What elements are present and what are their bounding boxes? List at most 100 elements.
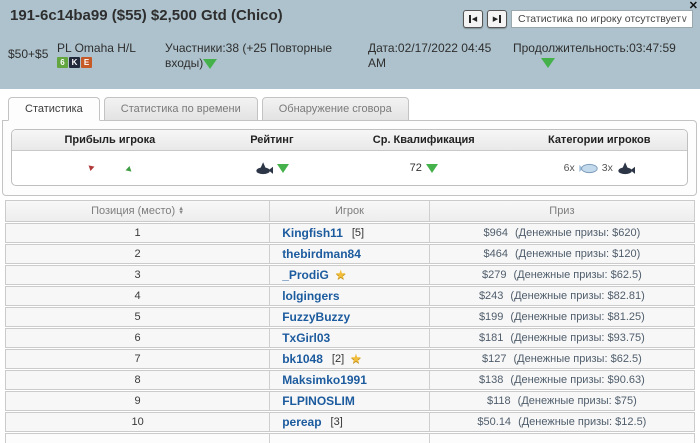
- profit-positive-icon: [125, 164, 133, 172]
- position-value: 6: [134, 332, 141, 344]
- nav-last-button[interactable]: ▶: [487, 10, 507, 28]
- player-link[interactable]: lolgingers: [282, 289, 340, 303]
- participants-label: Участники:38 (+25 Повторные входы): [165, 41, 333, 70]
- player-link[interactable]: thebirdman84: [282, 247, 361, 261]
- stats-summary-header: Прибыль игрока Рейтинг Ср. Квалификация …: [12, 130, 687, 151]
- prize-value: $127: [482, 353, 507, 365]
- duration-label: Продолжительность:03:47:59: [513, 41, 699, 68]
- results-table-header: Позиция (место) ▲ ▼ Игрок Приз: [5, 200, 695, 222]
- prize-value: $50.14: [477, 416, 512, 428]
- tab-collusion-detection[interactable]: Обнаружение сговора: [261, 97, 409, 121]
- tab-statistics-by-time[interactable]: Статистика по времени: [103, 97, 258, 121]
- prize-value: $243: [478, 290, 504, 302]
- position-value: 8: [134, 374, 141, 386]
- position-value: 2: [134, 248, 141, 260]
- col-player-profit: Прибыль игрока: [64, 134, 156, 146]
- table-row: 4 lolgingers $243 (Денежные призы: $82.8…: [5, 286, 695, 306]
- prize-note: (Денежные призы: $81.25): [510, 311, 645, 323]
- tabstrip: Статистика Статистика по времени Обнаруж…: [8, 97, 409, 121]
- badge-6max-icon: 6: [57, 57, 68, 68]
- prize-note: (Денежные призы: $12.5): [518, 416, 647, 428]
- position-value: 10: [131, 416, 144, 428]
- prize-note: (Денежные призы: $620): [515, 227, 641, 239]
- duration-trend-down-icon: [541, 58, 555, 68]
- avg-qualification-cell: 72: [336, 162, 512, 174]
- profit-negative-icon: [87, 164, 95, 172]
- table-row: 3 _ProdiG ★ $279 (Денежные призы: $62.5): [5, 265, 695, 285]
- table-row: 5 FuzzyBuzzy $199 (Денежные призы: $81.2…: [5, 307, 695, 327]
- prize-note: (Денежные призы: $120): [515, 248, 641, 260]
- header-player[interactable]: Игрок: [270, 201, 430, 221]
- player-stats-dropdown[interactable]: Статистика по игроку отсутствует ∨: [511, 10, 693, 28]
- last-bar-icon: [499, 15, 502, 23]
- position-value: 1: [134, 227, 141, 239]
- fish-count-label: 6x: [563, 162, 575, 174]
- player-stats-dropdown-value: Статистика по игроку отсутствует: [518, 13, 681, 25]
- position-value: 7: [134, 353, 141, 365]
- badge-knockout-icon: K: [69, 57, 80, 68]
- nav-first-button[interactable]: ◀: [463, 10, 483, 28]
- player-link[interactable]: Maksimko1991: [282, 373, 367, 387]
- chevron-down-icon: ∨: [680, 13, 688, 25]
- prize-value: $279: [482, 269, 507, 281]
- table-row: 1 Kingfish11 [5] $964 (Денежные призы: $…: [5, 223, 695, 243]
- badge-reentry-icon: E: [81, 57, 92, 68]
- player-link[interactable]: FuzzyBuzzy: [282, 310, 351, 324]
- entries-count: [2]: [331, 353, 345, 365]
- player-categories-cell: 6x 3x: [512, 161, 688, 175]
- table-row: 9 FLPINOSLIM $118 (Денежные призы: $75): [5, 391, 695, 411]
- last-arrow-icon: ▶: [492, 15, 499, 23]
- statistics-panel: Прибыль игрока Рейтинг Ср. Квалификация …: [2, 120, 697, 196]
- player-link[interactable]: bk1048: [282, 352, 323, 366]
- prize-value: $464: [483, 248, 509, 260]
- stats-summary-values: 72 6x 3x: [12, 151, 687, 185]
- tab-statistics[interactable]: Статистика: [8, 97, 100, 121]
- sort-icon: ▲ ▼: [178, 205, 185, 216]
- shark-count-label: 3x: [601, 162, 613, 174]
- first-arrow-icon: ◀: [471, 15, 478, 23]
- avg-qualification-value: 72: [409, 162, 422, 174]
- table-row: 10 pereap [3] $50.14 (Денежные призы: $1…: [5, 412, 695, 432]
- table-row: 2 thebirdman84 $464 (Денежные призы: $12…: [5, 244, 695, 264]
- rating-trend-down-icon: [276, 163, 289, 173]
- player-link[interactable]: _ProdiG: [282, 268, 329, 282]
- star-icon: ★: [334, 267, 347, 282]
- game-type-block: PL Omaha H/L 6 K E: [57, 41, 136, 68]
- buyin-label: $50+$5: [8, 47, 49, 61]
- shark-icon: [618, 161, 635, 174]
- player-link[interactable]: TxGirl03: [282, 331, 331, 345]
- player-profit-cell: [12, 164, 208, 172]
- table-row-partial: [5, 433, 695, 443]
- rating-cell: [208, 161, 336, 175]
- col-rating: Рейтинг: [250, 134, 294, 146]
- col-avg-qualification: Ср. Квалификация: [372, 134, 475, 146]
- position-value: 5: [134, 311, 141, 323]
- entries-count: [3]: [330, 416, 343, 428]
- prize-value: $964: [483, 227, 509, 239]
- entries-count: [5]: [351, 227, 365, 239]
- player-link[interactable]: FLPINOSLIM: [282, 394, 355, 408]
- participants-trend-down-icon: [203, 59, 218, 69]
- prize-value: $118: [487, 395, 511, 407]
- position-value: 9: [134, 395, 141, 407]
- player-link[interactable]: Kingfish11: [282, 226, 343, 240]
- fish-icon: [579, 163, 598, 173]
- stats-summary-box: Прибыль игрока Рейтинг Ср. Квалификация …: [11, 129, 688, 186]
- prize-note: (Денежные призы: $62.5): [513, 353, 642, 365]
- qualification-trend-down-icon: [425, 163, 438, 173]
- prize-note: (Денежные призы: $75): [517, 395, 637, 407]
- prize-value: $138: [478, 374, 504, 386]
- tournament-title: 191-6c14ba99 ($55) $2,500 Gtd (Chico): [10, 7, 283, 24]
- prize-value: $181: [478, 332, 504, 344]
- header-prize[interactable]: Приз: [549, 205, 575, 217]
- header-position[interactable]: Позиция (место) ▲ ▼: [6, 201, 271, 221]
- player-link[interactable]: pereap: [282, 415, 322, 429]
- close-icon[interactable]: ✕: [688, 0, 698, 12]
- col-player-categories: Категории игроков: [547, 134, 651, 146]
- prize-note: (Денежные призы: $62.5): [513, 269, 642, 281]
- tournament-header: 191-6c14ba99 ($55) $2,500 Gtd (Chico) ✕ …: [0, 0, 700, 89]
- game-badges: 6 K E: [57, 57, 136, 68]
- prize-note: (Денежные призы: $90.63): [510, 374, 645, 386]
- results-rows: 1 Kingfish11 [5] $964 (Денежные призы: $…: [5, 223, 695, 432]
- prize-note: (Денежные призы: $82.81): [510, 290, 645, 302]
